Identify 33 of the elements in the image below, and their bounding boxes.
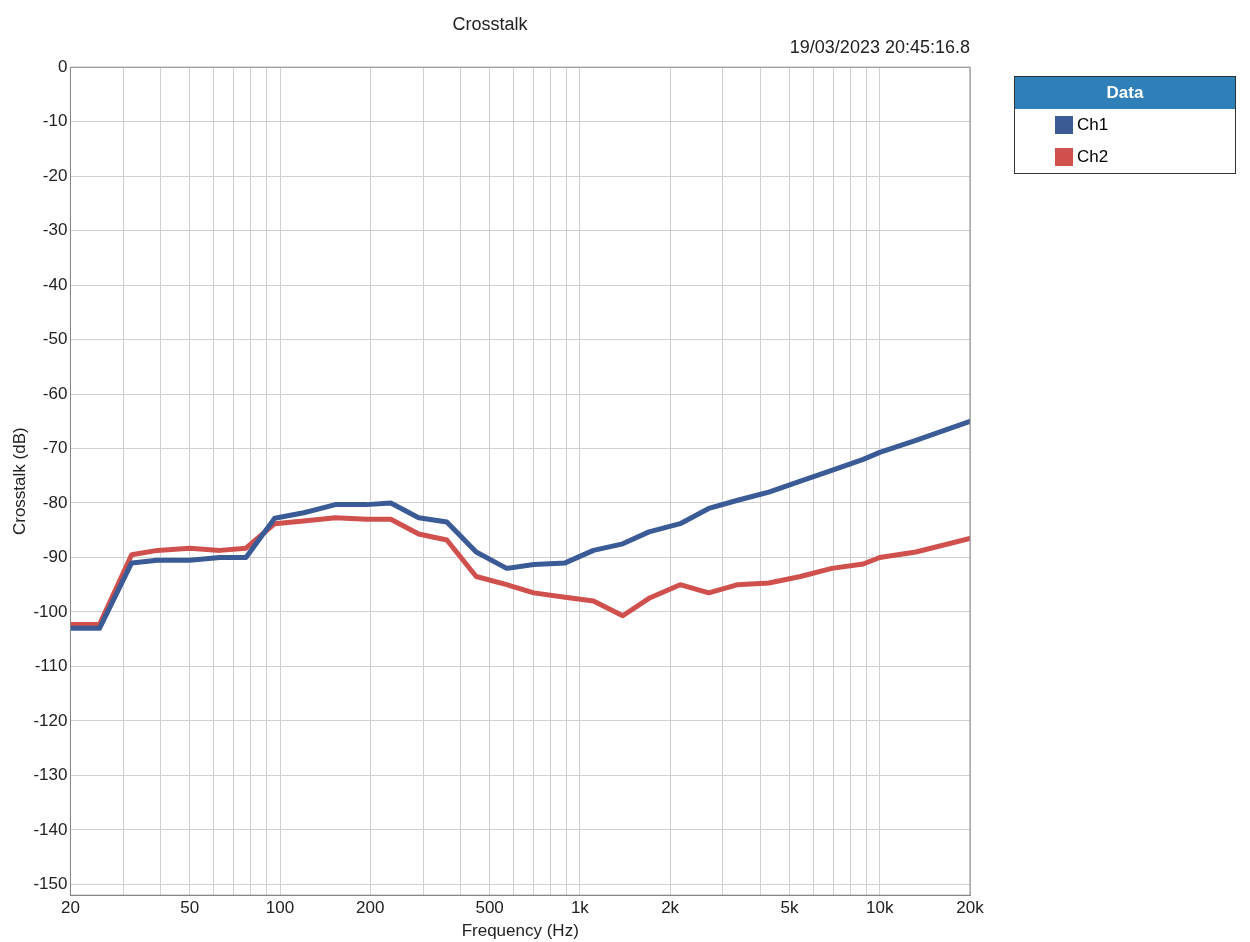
y-tick-label: -30 xyxy=(42,220,68,240)
y-tick-label: 0 xyxy=(57,56,68,76)
chart-subtitle: 19/03/2023 20:45:16.8 xyxy=(789,37,970,58)
x-tick-label: 20 xyxy=(60,898,80,918)
y-tick-label: -100 xyxy=(33,601,68,621)
y-tick-label: -10 xyxy=(42,111,68,131)
x-tick-label: 200 xyxy=(356,898,385,918)
x-tick-label: 100 xyxy=(265,898,295,918)
y-tick-label: -120 xyxy=(33,710,68,730)
y-tick-label: -140 xyxy=(33,819,68,839)
y-tick-label: -60 xyxy=(42,383,68,403)
legend-title: Data xyxy=(1015,77,1235,109)
legend-label: Ch2 xyxy=(1077,147,1109,167)
y-tick-label: -150 xyxy=(33,873,68,893)
x-axis-title: Frequency (Hz) xyxy=(461,921,579,941)
y-tick-label: -20 xyxy=(42,165,68,185)
y-tick-label: -110 xyxy=(34,656,68,676)
x-tick-label: 5k xyxy=(780,898,799,918)
x-tick-label: 50 xyxy=(180,898,200,918)
y-axis-title: Crosstalk (dB) xyxy=(9,427,29,536)
y-tick-label: -70 xyxy=(42,438,68,458)
x-tick-label: 10k xyxy=(866,898,894,918)
x-tick-label: 1k xyxy=(570,898,590,918)
x-tick-label: 20k xyxy=(956,898,985,918)
x-tick-label: 500 xyxy=(475,898,504,918)
y-tick-label: -50 xyxy=(42,329,68,349)
x-tick-label: 2k xyxy=(661,898,680,918)
y-tick-label: -40 xyxy=(42,274,68,294)
chart-title: Crosstalk xyxy=(452,13,529,34)
y-tick-label: -90 xyxy=(42,547,68,567)
legend-label: Ch1 xyxy=(1077,115,1109,135)
y-tick-label: -130 xyxy=(33,765,68,785)
y-tick-label: -80 xyxy=(42,492,68,512)
